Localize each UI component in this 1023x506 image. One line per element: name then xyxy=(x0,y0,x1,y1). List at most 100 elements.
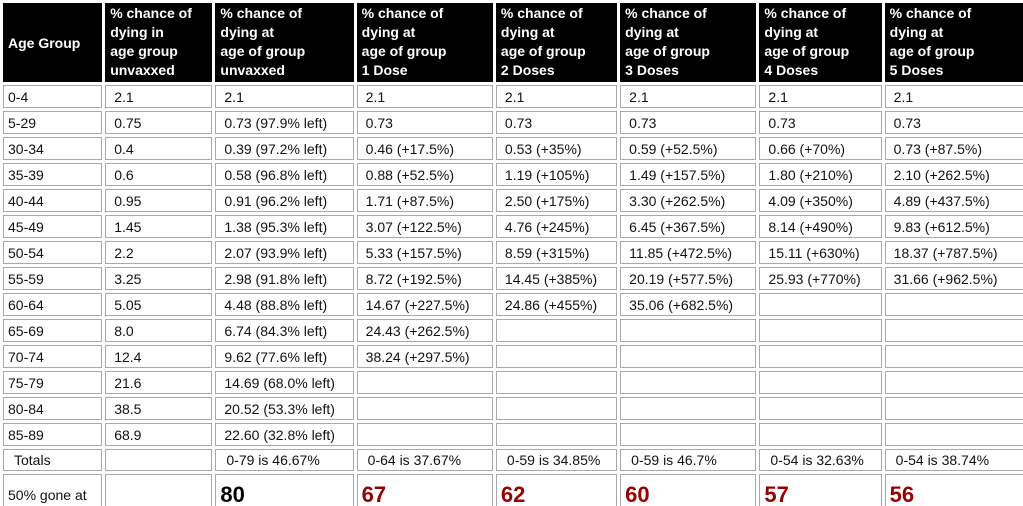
value-cell: 1.71 (+87.5%) xyxy=(356,189,493,212)
value-cell: 14.45 (+385%) xyxy=(495,267,618,290)
value-cell: 3.25 xyxy=(105,267,213,290)
value-cell xyxy=(356,423,493,446)
value-cell: 22.60 (32.8% left) xyxy=(215,423,354,446)
header-col-7: % chance of dying at age of group 5 Dose… xyxy=(884,3,1023,82)
header-col-5: % chance of dying at age of group 3 Dose… xyxy=(620,3,757,82)
value-cell: 2.1 xyxy=(495,85,618,108)
value-cell: 1.80 (+210%) xyxy=(759,163,882,186)
value-cell: 1.45 xyxy=(105,215,213,238)
age-group-cell: 55-59 xyxy=(3,267,103,290)
value-cell: 12.4 xyxy=(105,345,213,368)
table-row: 85-89 68.9 22.60 (32.8% left) xyxy=(3,423,1023,446)
fifty-percent-gone-age: 60 xyxy=(620,474,757,506)
value-cell xyxy=(620,319,757,342)
value-cell: 14.69 (68.0% left) xyxy=(215,371,354,394)
fifty-percent-gone-label: 50% gone at xyxy=(3,474,103,506)
age-group-cell: 45-49 xyxy=(3,215,103,238)
fifty-percent-gone-age: 80 xyxy=(215,474,354,506)
table-row: 75-79 21.6 14.69 (68.0% left) xyxy=(3,371,1023,394)
value-cell: 35.06 (+682.5%) xyxy=(620,293,757,316)
value-cell xyxy=(884,371,1023,394)
age-group-cell: 65-69 xyxy=(3,319,103,342)
value-cell: 24.86 (+455%) xyxy=(495,293,618,316)
value-cell: 18.37 (+787.5%) xyxy=(884,241,1023,264)
value-cell xyxy=(884,293,1023,316)
value-cell xyxy=(759,371,882,394)
value-cell: 1.19 (+105%) xyxy=(495,163,618,186)
age-group-cell: 0-4 xyxy=(3,85,103,108)
value-cell xyxy=(356,371,493,394)
value-cell xyxy=(495,371,618,394)
totals-row: Totals 0-79 is 46.67% 0-64 is 37.67% 0-59 i… xyxy=(3,449,1023,471)
value-cell: 11.85 (+472.5%) xyxy=(620,241,757,264)
totals-cell: 0-64 is 37.67% xyxy=(356,449,493,471)
totals-cell xyxy=(105,449,213,471)
value-cell: 0.58 (96.8% left) xyxy=(215,163,354,186)
value-cell xyxy=(759,319,882,342)
value-cell: 0.73 (+87.5%) xyxy=(884,137,1023,160)
value-cell: 2.07 (93.9% left) xyxy=(215,241,354,264)
value-cell: 2.2 xyxy=(105,241,213,264)
header-col-4: % chance of dying at age of group 2 Dose… xyxy=(495,3,618,82)
value-cell xyxy=(620,371,757,394)
table-row: 40-44 0.95 0.91 (96.2% left) 1.71 (+87.5%) 2… xyxy=(3,189,1023,212)
value-cell: 0.73 (97.9% left) xyxy=(215,111,354,134)
value-cell: 2.1 xyxy=(215,85,354,108)
value-cell xyxy=(495,397,618,420)
value-cell: 8.14 (+490%) xyxy=(759,215,882,238)
fifty-percent-gone-age xyxy=(105,474,213,506)
value-cell: 0.88 (+52.5%) xyxy=(356,163,493,186)
value-cell: 4.76 (+245%) xyxy=(495,215,618,238)
age-group-cell: 40-44 xyxy=(3,189,103,212)
value-cell: 3.30 (+262.5%) xyxy=(620,189,757,212)
age-group-cell: 60-64 xyxy=(3,293,103,316)
value-cell: 0.73 xyxy=(884,111,1023,134)
value-cell xyxy=(495,423,618,446)
value-cell: 2.1 xyxy=(884,85,1023,108)
value-cell xyxy=(884,423,1023,446)
value-cell: 20.52 (53.3% left) xyxy=(215,397,354,420)
totals-cell: 0-54 is 32.63% xyxy=(759,449,882,471)
value-cell: 2.1 xyxy=(759,85,882,108)
value-cell xyxy=(620,423,757,446)
value-cell xyxy=(620,345,757,368)
totals-label: Totals xyxy=(3,449,103,471)
header-row: Age Group% chance of dying in age group … xyxy=(3,3,1023,82)
age-group-cell: 35-39 xyxy=(3,163,103,186)
age-group-cell: 30-34 xyxy=(3,137,103,160)
age-group-cell: 70-74 xyxy=(3,345,103,368)
table-row: 50-54 2.2 2.07 (93.9% left) 5.33 (+157.5%) 8… xyxy=(3,241,1023,264)
value-cell: 14.67 (+227.5%) xyxy=(356,293,493,316)
value-cell: 1.49 (+157.5%) xyxy=(620,163,757,186)
value-cell: 21.6 xyxy=(105,371,213,394)
value-cell: 5.05 xyxy=(105,293,213,316)
table-row: 45-49 1.45 1.38 (95.3% left) 3.07 (+122.5%)… xyxy=(3,215,1023,238)
fifty-percent-gone-age: 57 xyxy=(759,474,882,506)
header-age-group: Age Group xyxy=(3,3,103,82)
fifty-percent-gone-row: 50% gone at 80 67 62 60 57 56 xyxy=(3,474,1023,506)
value-cell: 2.98 (91.8% left) xyxy=(215,267,354,290)
value-cell xyxy=(495,319,618,342)
table-row: 0-4 2.1 2.1 2.1 2.1 2.1 2.1 2.1 xyxy=(3,85,1023,108)
table-body: 0-4 2.1 2.1 2.1 2.1 2.1 2.1 2.1 5-29 0.75 0.73 (97… xyxy=(3,85,1023,506)
value-cell: 0.75 xyxy=(105,111,213,134)
value-cell: 0.73 xyxy=(759,111,882,134)
value-cell: 2.50 (+175%) xyxy=(495,189,618,212)
age-group-cell: 50-54 xyxy=(3,241,103,264)
header-col-1: % chance of dying in age group unvaxxed xyxy=(105,3,213,82)
value-cell: 38.24 (+297.5%) xyxy=(356,345,493,368)
table-row: 55-59 3.25 2.98 (91.8% left) 8.72 (+192.5%)… xyxy=(3,267,1023,290)
value-cell: 4.48 (88.8% left) xyxy=(215,293,354,316)
age-group-cell: 75-79 xyxy=(3,371,103,394)
table-row: 30-34 0.4 0.39 (97.2% left) 0.46 (+17.5%) 0.… xyxy=(3,137,1023,160)
value-cell: 38.5 xyxy=(105,397,213,420)
value-cell: 68.9 xyxy=(105,423,213,446)
value-cell: 1.38 (95.3% left) xyxy=(215,215,354,238)
value-cell: 2.1 xyxy=(105,85,213,108)
value-cell xyxy=(759,293,882,316)
value-cell: 3.07 (+122.5%) xyxy=(356,215,493,238)
value-cell: 8.59 (+315%) xyxy=(495,241,618,264)
fifty-percent-gone-age: 67 xyxy=(356,474,493,506)
